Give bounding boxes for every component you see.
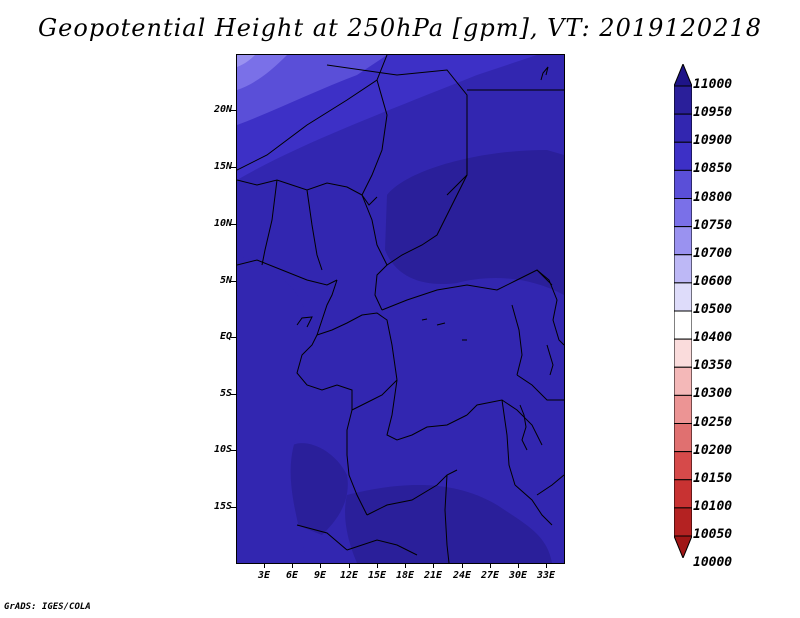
- footer-credit: GrADS: IGES/COLA: [4, 602, 91, 612]
- lon-tick: [490, 563, 491, 568]
- lon-tick: [377, 563, 378, 568]
- lat-label: 10S: [213, 444, 232, 455]
- lon-tick: [462, 563, 463, 568]
- lat-label: 10N: [213, 218, 232, 229]
- lon-label: 18E: [395, 570, 415, 581]
- lon-tick: [518, 563, 519, 568]
- lon-label: 12E: [339, 570, 359, 581]
- colorbar-label: 10900: [693, 133, 733, 149]
- colorbar-cell: [674, 64, 692, 87]
- lon-label: 30E: [508, 570, 528, 581]
- map-svg: [237, 55, 564, 563]
- colorbar-label: 10000: [693, 555, 733, 571]
- contour-region-10750: [237, 55, 287, 90]
- colorbar-label: 10700: [693, 245, 733, 261]
- colorbar-label: 10500: [693, 302, 733, 317]
- colorbar-cell: [674, 366, 692, 396]
- colorbar-label: 10050: [693, 527, 733, 542]
- lat-tick: [231, 450, 236, 451]
- borders: [237, 55, 564, 563]
- lat-tick: [231, 224, 236, 225]
- lon-tick: [433, 563, 434, 568]
- lon-tick: [405, 563, 406, 568]
- colorbar-label: 10400: [693, 330, 733, 346]
- lat-label: 20N: [213, 104, 232, 115]
- lon-tick: [349, 563, 350, 568]
- colorbar-label: 10950: [693, 105, 733, 121]
- contour-region-10950-north: [385, 150, 564, 295]
- lon-label: 24E: [452, 570, 472, 581]
- contour-region-10700: [237, 55, 255, 67]
- lat-label: EQ: [219, 331, 232, 342]
- contour-region-10950-southwest: [285, 443, 348, 535]
- lon-label: 27E: [480, 570, 500, 581]
- colorbar-label: 10800: [693, 189, 733, 205]
- lon-tick: [292, 563, 293, 568]
- colorbar-label: 11000: [693, 77, 733, 92]
- contour-region-ocean: [237, 255, 307, 563]
- lon-tick: [264, 563, 265, 568]
- map-panel: [236, 54, 565, 564]
- colorbar-cell: [674, 169, 692, 199]
- colorbar-cell: [674, 310, 692, 340]
- colorbar: [674, 64, 692, 558]
- lat-tick: [231, 281, 236, 282]
- map-title: Geopotential Height at 250hPa [gpm], VT:…: [38, 14, 762, 42]
- colorbar-label: 10350: [693, 358, 733, 374]
- colorbar-cell: [674, 535, 692, 558]
- colorbar-label: 10750: [693, 217, 733, 233]
- lon-label: 6E: [285, 570, 299, 581]
- colorbar-cell: [674, 85, 692, 115]
- lon-label: 15E: [367, 570, 387, 581]
- lon-label: 3E: [257, 570, 271, 581]
- lat-tick: [231, 507, 236, 508]
- colorbar-label: 10250: [693, 414, 733, 430]
- lat-tick: [231, 394, 236, 395]
- colorbar-label: 10600: [693, 273, 733, 289]
- lon-label: 9E: [313, 570, 327, 581]
- colorbar-cell: [674, 141, 692, 171]
- colorbar-cell: [674, 226, 692, 256]
- colorbar-cell: [674, 254, 692, 284]
- colorbar-cell: [674, 479, 692, 509]
- colorbar-cell: [674, 338, 692, 368]
- colorbar-cell: [674, 394, 692, 424]
- colorbar-cell: [674, 282, 692, 312]
- colorbar-label: 10100: [693, 498, 733, 514]
- contour-region-10950-south: [345, 485, 552, 563]
- lon-tick: [320, 563, 321, 568]
- lat-label: 5N: [219, 275, 232, 286]
- lon-tick: [546, 563, 547, 568]
- colorbar-cell: [674, 113, 692, 143]
- contour-region-10800: [237, 55, 387, 125]
- lat-tick: [231, 110, 236, 111]
- lat-tick: [231, 337, 236, 338]
- lon-label: 21E: [423, 570, 443, 581]
- lat-tick: [231, 167, 236, 168]
- lat-label: 5S: [219, 388, 232, 399]
- colorbar-cell: [674, 423, 692, 453]
- colorbar-label: 10200: [693, 442, 733, 458]
- colorbar-cell: [674, 198, 692, 228]
- colorbar-label: 10300: [693, 386, 733, 402]
- lat-label: 15N: [213, 161, 232, 172]
- colorbar-cell: [674, 507, 692, 537]
- lat-label: 15S: [213, 501, 232, 512]
- colorbar-label: 10150: [693, 470, 733, 486]
- colorbar-cell: [674, 451, 692, 481]
- lon-label: 33E: [536, 570, 556, 581]
- colorbar-label: 10850: [693, 161, 733, 177]
